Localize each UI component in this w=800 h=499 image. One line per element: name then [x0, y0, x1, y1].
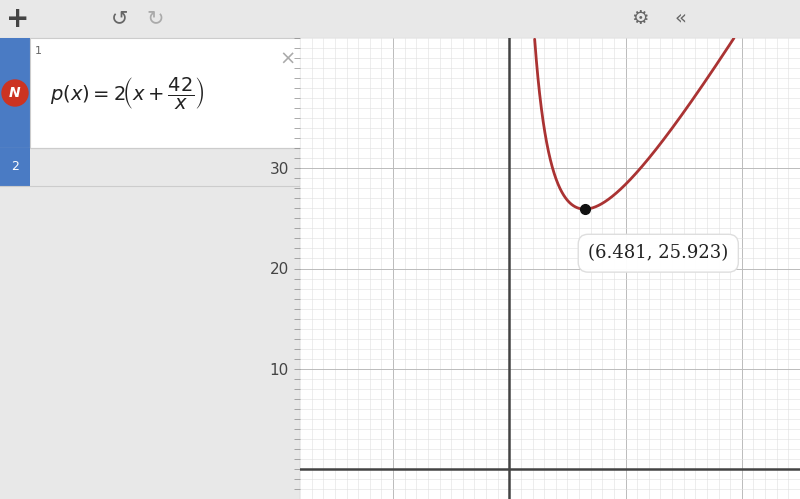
Text: $p(x)=2\!\left(x+\dfrac{42}{x}\right)$: $p(x)=2\!\left(x+\dfrac{42}{x}\right)$	[50, 75, 205, 111]
Text: «: «	[674, 8, 686, 27]
Text: ↻: ↻	[146, 8, 164, 28]
Text: ×: ×	[280, 50, 296, 69]
Text: ↺: ↺	[111, 8, 129, 28]
Text: 1: 1	[35, 46, 42, 56]
Text: N: N	[9, 86, 21, 100]
Circle shape	[2, 80, 28, 106]
Bar	[30, 38, 300, 148]
Text: +: +	[6, 5, 30, 33]
Text: (6.481, 25.923): (6.481, 25.923)	[588, 244, 729, 262]
Bar	[0, 148, 30, 186]
Bar	[0, 38, 30, 148]
Text: ⚙: ⚙	[631, 8, 649, 27]
Text: 2: 2	[11, 161, 19, 174]
